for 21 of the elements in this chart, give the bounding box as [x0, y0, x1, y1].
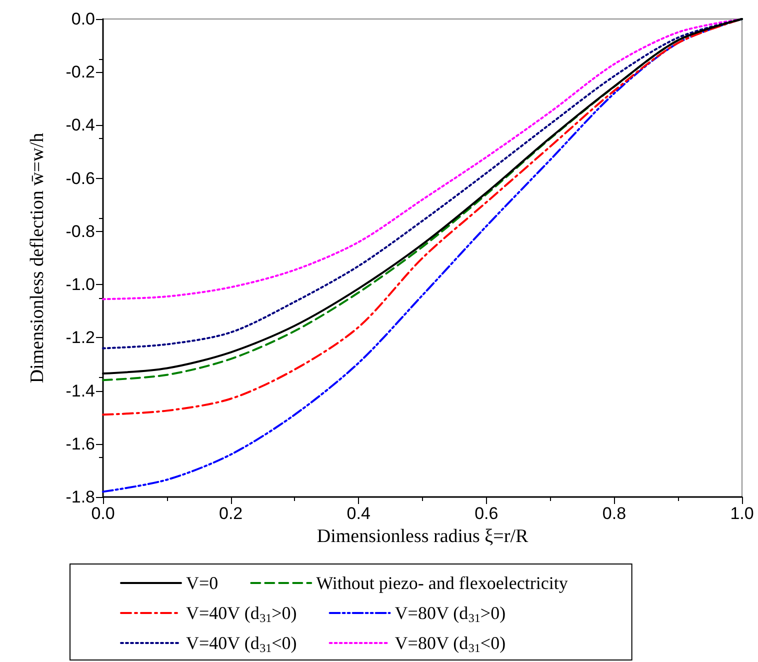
legend-label: Without piezo- and flexoelectricity [316, 573, 568, 593]
line-series [102, 18, 743, 493]
y-tick-label: -0.6 [66, 168, 95, 188]
y-tick-label: -0.2 [66, 62, 95, 82]
x-tick-label: 0.4 [346, 504, 370, 523]
y-tick-label: -1.8 [66, 488, 95, 506]
legend-label: V=0 [186, 573, 218, 593]
x-tick-label: 0.6 [474, 504, 498, 523]
x-axis-title: Dimensionless radius ξ=r/R [316, 526, 528, 547]
y-tick-label: -0.4 [66, 116, 95, 135]
y-tick-label: -1.2 [66, 328, 95, 348]
x-tick-label: 0.8 [602, 504, 626, 523]
y-tick-label: -1.0 [66, 275, 95, 294]
x-tick-label: 0.2 [218, 504, 243, 523]
y-tick-label: -1.4 [66, 381, 95, 400]
x-tick-label: 1.0 [730, 504, 754, 523]
y-axis-title: Dimensionless deflection w̄=w/h [27, 132, 48, 384]
y-tick-label: -0.8 [66, 222, 95, 241]
y-tick-label: 0.0 [71, 10, 95, 28]
y-tick-label: -1.6 [66, 434, 95, 454]
x-tick-label: 0.0 [91, 504, 115, 523]
